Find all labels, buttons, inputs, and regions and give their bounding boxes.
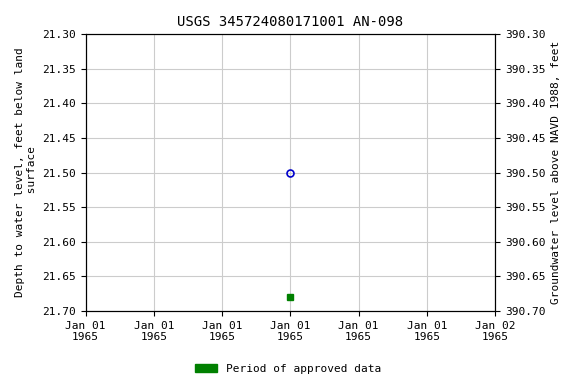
Title: USGS 345724080171001 AN-098: USGS 345724080171001 AN-098 bbox=[177, 15, 403, 29]
Y-axis label: Depth to water level, feet below land
 surface: Depth to water level, feet below land su… bbox=[15, 48, 37, 298]
Y-axis label: Groundwater level above NAVD 1988, feet: Groundwater level above NAVD 1988, feet bbox=[551, 41, 561, 304]
Legend: Period of approved data: Period of approved data bbox=[191, 359, 385, 379]
